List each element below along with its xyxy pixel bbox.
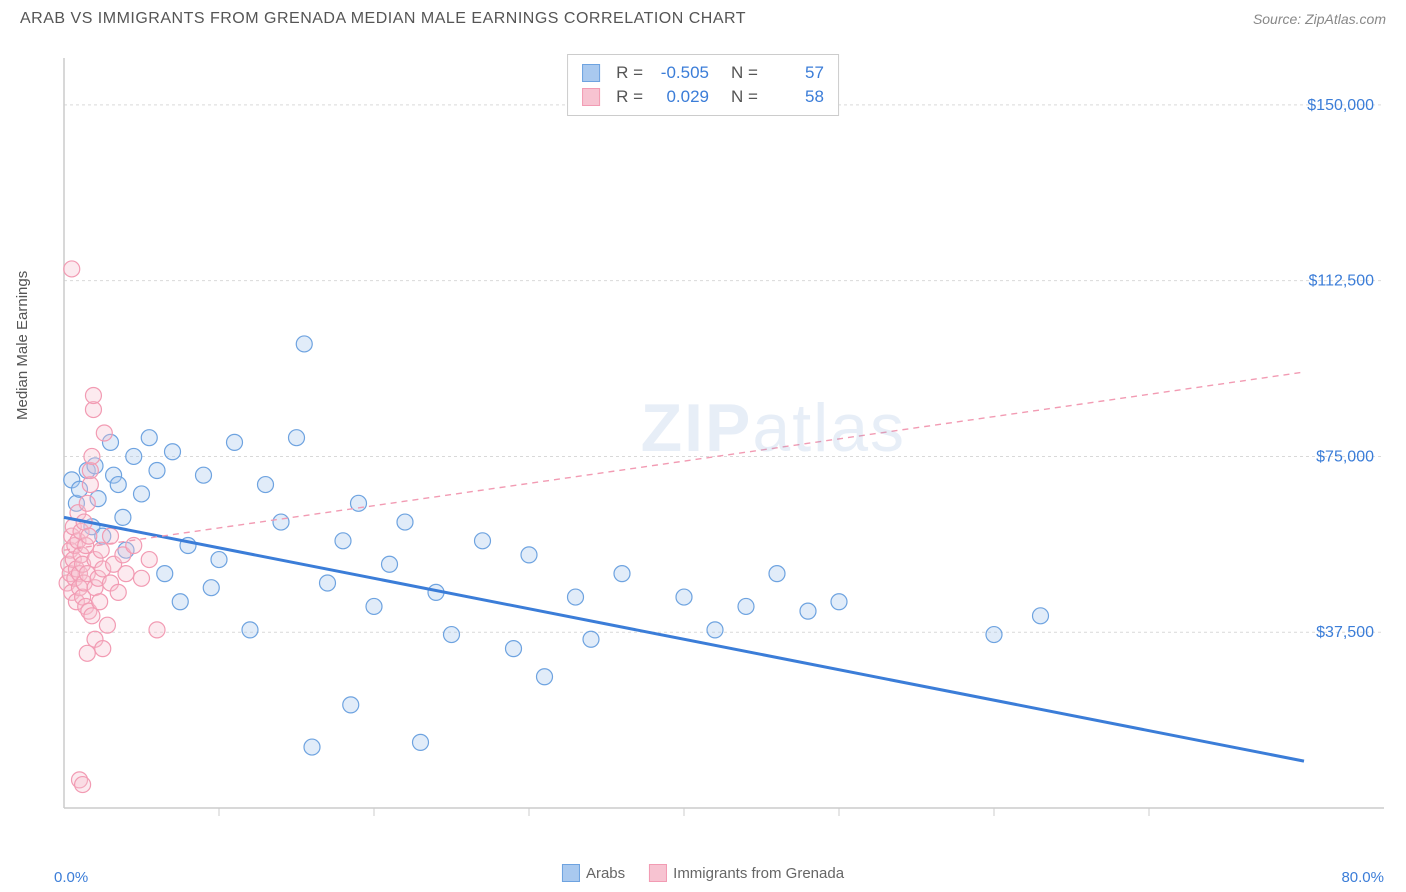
r-value: 0.029: [653, 87, 709, 107]
data-point: [149, 622, 165, 638]
data-point: [1033, 608, 1049, 624]
data-point: [707, 622, 723, 638]
data-point: [134, 570, 150, 586]
n-label: N =: [731, 87, 758, 107]
stat-row: R = -0.505 N = 57: [582, 61, 824, 85]
data-point: [366, 598, 382, 614]
data-point: [82, 463, 98, 479]
data-point: [141, 430, 157, 446]
source-attribution: Source: ZipAtlas.com: [1253, 11, 1386, 27]
series-legend: Arabs Immigrants from Grenada: [562, 864, 844, 882]
data-point: [110, 584, 126, 600]
x-axis-max-label: 80.0%: [1341, 869, 1384, 886]
legend-label: Immigrants from Grenada: [673, 865, 844, 882]
legend-item: Arabs: [562, 864, 625, 882]
data-point: [506, 641, 522, 657]
legend-label: Arabs: [586, 865, 625, 882]
r-value: -0.505: [653, 63, 709, 83]
data-point: [64, 261, 80, 277]
data-point: [397, 514, 413, 530]
data-point: [126, 448, 142, 464]
data-point: [196, 467, 212, 483]
data-point: [289, 430, 305, 446]
data-point: [103, 528, 119, 544]
data-point: [157, 566, 173, 582]
data-point: [521, 547, 537, 563]
data-point: [304, 739, 320, 755]
trend-line: [64, 372, 1304, 550]
y-axis-label: Median Male Earnings: [14, 271, 31, 420]
legend-swatch: [562, 864, 580, 882]
data-point: [335, 533, 351, 549]
data-point: [769, 566, 785, 582]
data-point: [172, 594, 188, 610]
y-tick-label: $112,500: [1308, 273, 1374, 290]
data-point: [831, 594, 847, 610]
data-point: [84, 448, 100, 464]
data-point: [96, 425, 112, 441]
data-point: [444, 627, 460, 643]
data-point: [568, 589, 584, 605]
data-point: [537, 669, 553, 685]
y-tick-label: $37,500: [1316, 624, 1374, 641]
y-tick-label: $75,000: [1316, 448, 1374, 465]
stat-row: R = 0.029 N = 58: [582, 85, 824, 109]
legend-swatch: [582, 88, 600, 106]
r-label: R =: [616, 87, 643, 107]
scatter-chart: $37,500 $75,000 $112,500 $150,000: [54, 48, 1384, 838]
data-point: [85, 388, 101, 404]
data-point: [115, 509, 131, 525]
data-point: [134, 486, 150, 502]
n-value: 57: [768, 63, 824, 83]
n-label: N =: [731, 63, 758, 83]
data-point: [79, 495, 95, 511]
data-point: [273, 514, 289, 530]
data-point: [475, 533, 491, 549]
y-tick-label: $150,000: [1307, 97, 1374, 114]
data-point: [413, 734, 429, 750]
data-point: [99, 617, 115, 633]
x-axis-min-label: 0.0%: [54, 869, 88, 886]
data-point: [242, 622, 258, 638]
chart-title: ARAB VS IMMIGRANTS FROM GRENADA MEDIAN M…: [20, 10, 746, 28]
data-point: [81, 528, 97, 544]
data-point: [738, 598, 754, 614]
data-point: [211, 552, 227, 568]
data-point: [676, 589, 692, 605]
data-point: [149, 463, 165, 479]
data-point: [203, 580, 219, 596]
data-point: [343, 697, 359, 713]
data-point: [118, 566, 134, 582]
data-point: [614, 566, 630, 582]
r-label: R =: [616, 63, 643, 83]
legend-swatch: [649, 864, 667, 882]
data-point: [92, 594, 108, 610]
data-point: [165, 444, 181, 460]
n-value: 58: [768, 87, 824, 107]
data-point: [79, 645, 95, 661]
data-point: [84, 608, 100, 624]
data-point: [141, 552, 157, 568]
data-point: [583, 631, 599, 647]
data-point: [75, 777, 91, 793]
legend-swatch: [582, 64, 600, 82]
data-point: [258, 477, 274, 493]
data-point: [110, 477, 126, 493]
data-point: [320, 575, 336, 591]
data-point: [382, 556, 398, 572]
data-point: [800, 603, 816, 619]
trend-line: [64, 517, 1304, 761]
legend-item: Immigrants from Grenada: [649, 864, 844, 882]
chart-header: ARAB VS IMMIGRANTS FROM GRENADA MEDIAN M…: [0, 0, 1406, 34]
data-point: [296, 336, 312, 352]
data-point: [95, 641, 111, 657]
data-point: [986, 627, 1002, 643]
correlation-stats-box: R = -0.505 N = 57 R = 0.029 N = 58: [567, 54, 839, 116]
data-point: [227, 434, 243, 450]
